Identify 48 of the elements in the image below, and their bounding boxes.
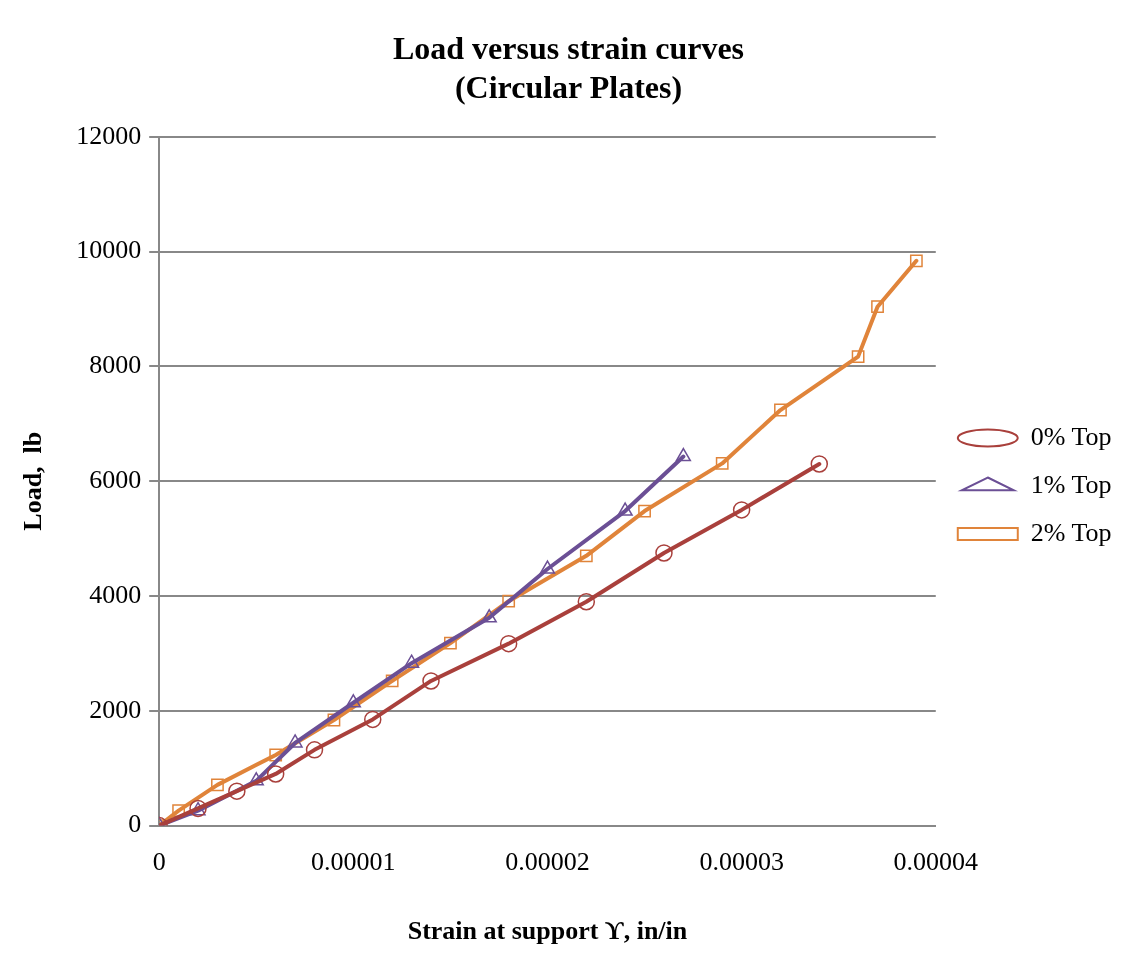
- point: [287, 734, 303, 748]
- point: [774, 403, 787, 417]
- point: [422, 672, 440, 690]
- point: [364, 710, 382, 729]
- point: [211, 778, 224, 792]
- point: [715, 457, 729, 470]
- point: [577, 592, 596, 611]
- point: [851, 350, 865, 364]
- legend-label: 1% Top: [1030, 469, 1112, 499]
- x-tick-label: 0.00004: [893, 847, 979, 877]
- text: (Circular Plates): [454, 68, 683, 105]
- y-tick-label: 8000: [89, 350, 142, 380]
- y-tick-label: 12000: [76, 120, 142, 150]
- y-tick-label: 6000: [89, 465, 142, 495]
- point: [617, 502, 633, 516]
- point: [871, 300, 884, 314]
- point: [327, 713, 341, 727]
- legend-label: 0% Top: [1030, 421, 1112, 451]
- point: [579, 549, 593, 563]
- y-axis-title: Load, lb: [18, 431, 48, 531]
- point: [539, 560, 556, 574]
- point: [481, 609, 497, 623]
- point: [675, 447, 692, 462]
- point: [305, 741, 324, 759]
- x-tick-label: 0.00001: [311, 847, 396, 877]
- point: [345, 694, 362, 708]
- x-tick-label: 0.00002: [505, 847, 590, 877]
- text: Load versus strain curves: [392, 30, 745, 67]
- x-axis-title: Strain at support ϒ, in/in: [407, 916, 688, 946]
- x-tick-label: 0.00003: [699, 847, 784, 877]
- point: [266, 765, 285, 783]
- point: [228, 782, 246, 800]
- y-tick-label: 0: [128, 809, 142, 839]
- point: [732, 501, 751, 519]
- point: [810, 455, 829, 473]
- y-tick-label: 2000: [89, 694, 142, 724]
- point: [444, 636, 457, 650]
- y-tick-label: 4000: [89, 579, 142, 609]
- point: [499, 634, 518, 653]
- legend-label: 2% Top: [1030, 517, 1112, 547]
- point: [655, 544, 673, 562]
- point: [502, 594, 516, 608]
- point: [403, 654, 420, 668]
- point: [909, 254, 923, 268]
- point: [248, 772, 264, 786]
- y-tick-label: 10000: [76, 235, 142, 265]
- x-tick-label: 0: [152, 847, 166, 877]
- point: [638, 504, 651, 518]
